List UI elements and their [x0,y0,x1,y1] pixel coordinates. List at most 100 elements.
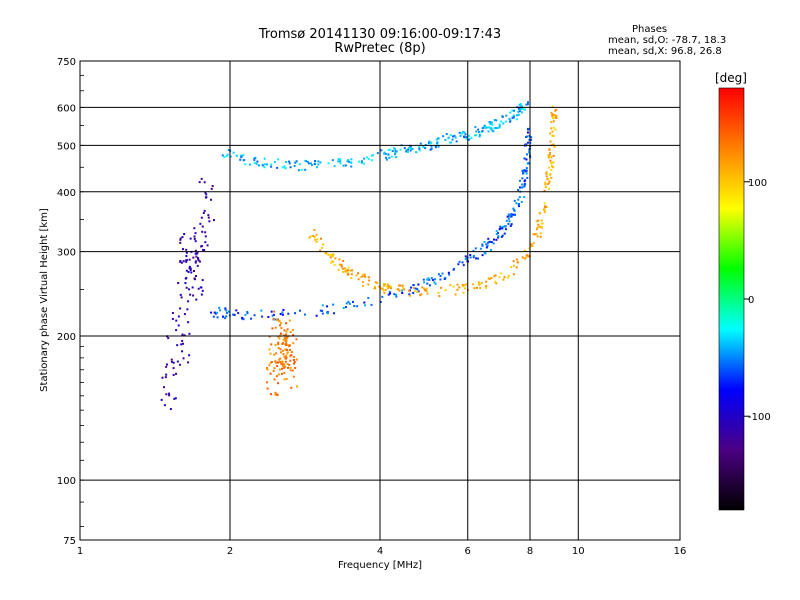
data-point [554,128,557,131]
data-point [519,102,522,105]
data-point [410,286,413,289]
data-point [181,333,184,336]
data-point [276,365,279,368]
data-point [183,334,186,337]
data-point [229,155,232,158]
data-point [277,382,280,385]
data-point [250,317,253,320]
data-point [223,155,226,158]
data-point [196,257,199,260]
data-point [452,135,455,138]
data-point [284,348,287,351]
data-point [462,291,465,294]
data-point [271,327,274,330]
data-point [356,305,359,308]
data-point [278,358,281,361]
data-point [444,277,447,280]
data-point [226,153,229,156]
data-point [192,294,195,297]
data-point [279,360,282,363]
data-point [285,160,288,163]
data-point [269,372,272,375]
data-point [523,184,526,187]
data-point [288,160,291,163]
data-point [297,169,300,172]
data-point [280,322,283,325]
data-point [188,354,191,357]
data-point [527,255,530,258]
data-point [456,288,459,291]
data-point [495,238,498,241]
data-point [388,156,391,159]
data-point [532,242,535,245]
data-point [265,381,268,384]
data-point [184,277,187,280]
data-point [485,284,488,287]
data-point [492,242,495,245]
data-point [190,271,193,274]
data-point [485,126,488,129]
data-point [381,287,384,290]
data-point [370,303,373,306]
data-point [286,352,289,355]
data-point [174,397,177,400]
data-point [283,329,286,332]
data-point [494,280,497,283]
data-point [333,165,336,168]
data-point [294,161,297,164]
data-point [188,332,191,335]
data-point [409,149,412,152]
data-point [516,261,519,264]
data-point [202,248,205,251]
data-point [186,308,189,311]
data-point [347,273,350,276]
data-point [340,265,343,268]
data-point [286,351,289,354]
data-point [479,287,482,290]
data-point [288,162,291,165]
data-point [389,287,392,290]
data-point [357,160,360,163]
data-point [421,286,424,289]
data-point [430,145,433,148]
data-point [274,360,277,363]
data-point [242,318,245,321]
data-point [424,147,427,150]
data-point [501,234,504,237]
data-point [278,320,281,323]
data-point [315,314,318,317]
data-point [517,113,520,116]
data-point [284,357,287,360]
data-point [344,269,347,272]
data-point [526,131,529,134]
data-point [485,280,488,283]
data-point [497,235,500,238]
data-point [509,215,512,218]
data-point [510,215,513,218]
data-point [189,293,192,296]
data-point [273,353,276,356]
data-point [280,351,283,354]
data-point [387,293,390,296]
data-point [340,263,343,266]
data-point [526,153,529,156]
data-point [481,254,484,257]
data-point [552,143,555,146]
data-point [496,127,499,130]
data-point [291,369,294,372]
data-point [500,235,503,238]
data-point [472,249,475,252]
data-point [462,135,465,138]
data-point [526,176,529,179]
data-point [464,257,467,260]
data-point [320,246,323,249]
data-point [346,160,349,163]
data-point [488,278,491,281]
data-point [389,148,392,151]
data-point [207,214,210,217]
data-point [419,294,422,297]
data-point [205,193,208,196]
data-point [497,232,500,235]
data-point [295,338,298,341]
data-point [198,260,201,263]
